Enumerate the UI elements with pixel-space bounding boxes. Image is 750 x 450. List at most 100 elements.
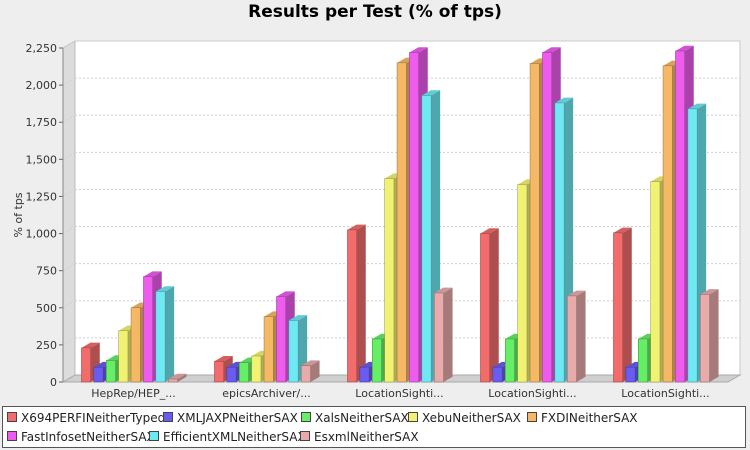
bar-top xyxy=(567,290,586,296)
legend-label: XMLJAXPNeitherSAX xyxy=(177,411,298,425)
legend-label: XebuNeitherSAX xyxy=(422,411,521,425)
bar-top xyxy=(409,47,428,53)
bar-top xyxy=(675,45,694,51)
bar-side xyxy=(622,227,632,382)
bar-top xyxy=(687,103,707,109)
bar-top xyxy=(81,342,100,348)
bar xyxy=(625,366,636,383)
plot-side-wall xyxy=(62,40,76,383)
y-tick-label: 1,000 xyxy=(26,228,58,241)
bar xyxy=(567,295,577,383)
bar xyxy=(372,338,382,383)
legend-item: EsxmlNeitherSAX xyxy=(300,430,419,444)
legend-item: FastInfosetNeitherSAX xyxy=(7,430,155,444)
bar-top xyxy=(700,289,719,295)
bar-top xyxy=(421,90,441,96)
legend-item: XalsNeitherSAX xyxy=(301,411,409,425)
bar xyxy=(118,330,129,383)
bar xyxy=(492,366,503,383)
bar xyxy=(143,276,153,383)
legend-swatch xyxy=(527,412,537,422)
legend-swatch xyxy=(7,431,17,441)
bar-top xyxy=(542,47,561,53)
bar-top xyxy=(143,271,162,277)
y-tick-label: 500 xyxy=(36,302,57,315)
bar xyxy=(517,184,528,383)
bar xyxy=(409,52,420,383)
bar xyxy=(81,347,91,383)
bar xyxy=(421,95,432,383)
bar-top xyxy=(301,360,320,366)
bar-top xyxy=(168,373,187,380)
bar xyxy=(542,52,553,383)
legend-label: FXDINeitherSAX xyxy=(541,411,638,425)
y-tick-label: 1,750 xyxy=(26,116,58,129)
legend: X694PERFINeitherTyped XMLJAXPNeitherSAX Xa… xyxy=(2,406,746,448)
bar xyxy=(384,178,395,383)
bar xyxy=(155,291,166,383)
legend-swatch xyxy=(7,412,17,422)
bar xyxy=(396,62,407,383)
bar-side xyxy=(165,286,175,382)
bar-side xyxy=(177,373,187,382)
y-tick-label: 2,250 xyxy=(26,42,58,55)
bar xyxy=(168,378,178,383)
x-tick-label: LocationSighti... xyxy=(621,387,709,400)
bar xyxy=(554,102,565,383)
bar-top xyxy=(613,227,632,233)
bar xyxy=(529,63,540,383)
bar-top xyxy=(214,355,233,362)
bar-top xyxy=(155,286,175,292)
legend-item: FXDINeitherSAX xyxy=(527,411,638,425)
x-tick-label: LocationSighti... xyxy=(355,387,443,400)
x-tick-label: LocationSighti... xyxy=(488,387,576,400)
bar xyxy=(687,108,698,383)
bar-side xyxy=(576,290,586,382)
bar xyxy=(276,296,287,383)
bar xyxy=(226,366,237,383)
bar-top xyxy=(480,228,499,234)
bar xyxy=(613,232,624,383)
bar-top xyxy=(276,291,295,297)
bar-top xyxy=(288,315,308,321)
bar xyxy=(347,229,358,383)
bar-chart: 0 250 500 750 1,000 1,250 1,500 1,750 2,000 2,250… xyxy=(12,40,742,400)
legend-swatch xyxy=(163,412,173,422)
legend-swatch xyxy=(301,412,311,422)
legend-item: XebuNeitherSAX xyxy=(408,411,521,425)
bar xyxy=(638,338,648,383)
x-tick-label: HepRep/HEP_... xyxy=(91,387,175,400)
bar-top xyxy=(434,287,453,293)
bar xyxy=(662,65,673,383)
bar xyxy=(251,355,262,383)
bar-side xyxy=(489,228,499,382)
bar xyxy=(93,366,104,383)
bar xyxy=(130,307,141,383)
bar xyxy=(650,181,661,383)
bar xyxy=(505,338,515,383)
chart-title: Results per Test (% of tps) xyxy=(248,2,502,22)
legend-item: EfficientXMLNeitherSAX xyxy=(149,430,306,444)
y-axis-label: % of tps xyxy=(12,192,25,237)
y-tick-label: 1,500 xyxy=(26,153,58,166)
legend-label: EsxmlNeitherSAX xyxy=(314,430,419,444)
bar-side xyxy=(443,287,453,382)
legend-item: XMLJAXPNeitherSAX xyxy=(163,411,298,425)
bar-side xyxy=(356,224,366,382)
bar-top xyxy=(347,224,366,230)
bar xyxy=(239,362,249,383)
legend-swatch xyxy=(300,431,310,441)
bar xyxy=(675,50,686,383)
bar xyxy=(288,320,299,383)
bar-side xyxy=(709,289,719,382)
bar xyxy=(359,366,370,383)
bar xyxy=(214,360,224,383)
bar-top xyxy=(554,97,574,103)
legend-item: X694PERFINeitherTyped xyxy=(7,411,165,425)
y-tick-label: 1,250 xyxy=(26,190,58,203)
legend-label: FastInfosetNeitherSAX xyxy=(21,430,155,444)
bar xyxy=(434,292,444,383)
x-tick-label: epicsArchiver/... xyxy=(222,387,310,400)
legend-label: EfficientXMLNeitherSAX xyxy=(163,430,306,444)
y-tick-label: 750 xyxy=(36,265,57,278)
